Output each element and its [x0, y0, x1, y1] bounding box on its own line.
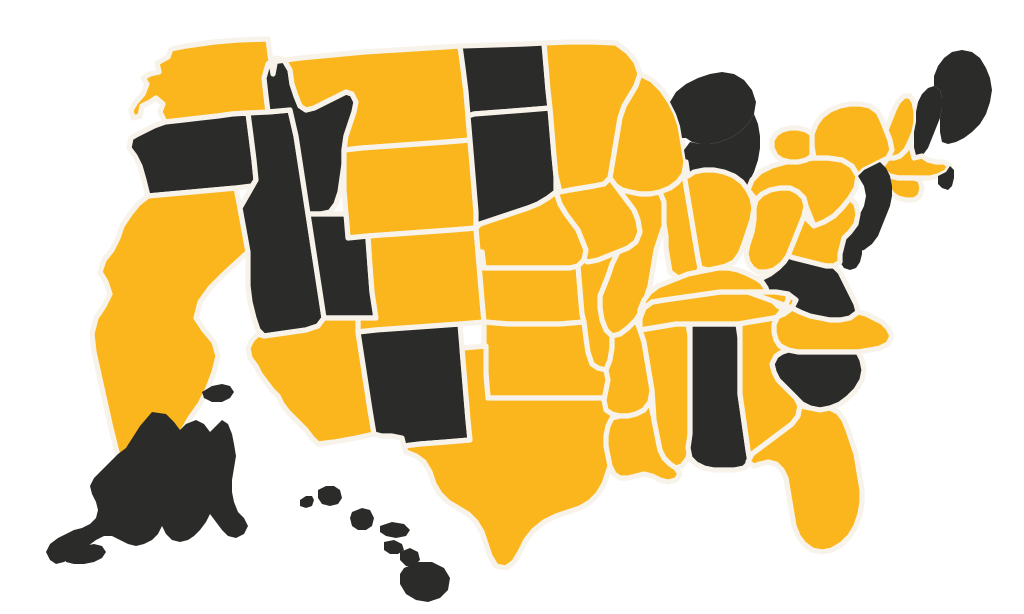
state-tx[interactable] — [401, 343, 629, 571]
state-nh[interactable] — [914, 86, 942, 158]
state-ak[interactable] — [66, 544, 106, 564]
state-hi[interactable] — [400, 548, 420, 566]
state-mo[interactable] — [575, 249, 621, 373]
state-hi[interactable] — [300, 496, 314, 508]
state-mt[interactable] — [268, 43, 473, 153]
state-hi[interactable] — [384, 540, 404, 554]
state-ak[interactable] — [138, 504, 154, 518]
state-hi[interactable] — [318, 486, 342, 506]
state-hi[interactable] — [400, 562, 450, 602]
state-wy[interactable] — [341, 137, 479, 241]
state-nd[interactable] — [457, 40, 553, 119]
state-co[interactable] — [355, 225, 487, 335]
state-or[interactable] — [126, 110, 259, 199]
state-mi[interactable] — [670, 72, 756, 144]
state-nm[interactable] — [355, 321, 473, 449]
state-oh[interactable] — [681, 159, 757, 273]
state-az[interactable] — [245, 315, 377, 447]
states-layer — [46, 36, 992, 602]
state-ak[interactable] — [46, 412, 248, 564]
state-nj[interactable] — [846, 162, 892, 252]
state-fl[interactable] — [745, 403, 865, 555]
state-ny[interactable] — [809, 101, 895, 179]
state-hi[interactable] — [380, 522, 410, 538]
state-ny[interactable] — [769, 125, 815, 165]
state-ak[interactable] — [202, 384, 234, 402]
state-wa[interactable] — [128, 36, 277, 125]
state-hi[interactable] — [350, 508, 374, 530]
state-ak[interactable] — [120, 478, 142, 494]
state-de[interactable] — [840, 238, 862, 270]
state-me[interactable] — [934, 50, 992, 144]
state-ri[interactable] — [938, 166, 954, 190]
